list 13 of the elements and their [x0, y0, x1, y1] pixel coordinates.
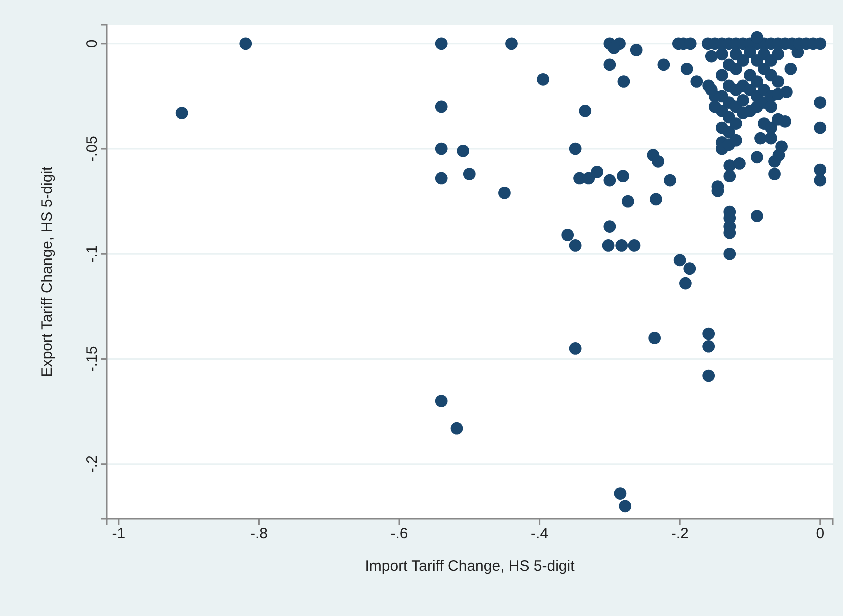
x-tick-label: 0	[816, 526, 825, 543]
x-tick-label: -.6	[390, 526, 408, 543]
y-tick-label: -.1	[84, 245, 101, 263]
x-tick-label: -1	[112, 526, 126, 543]
x-axis-title: Import Tariff Change, HS 5-digit	[365, 558, 576, 575]
y-tick-label: 0	[84, 40, 101, 48]
y-axis-title: Export Tariff Change, HS 5-digit	[39, 166, 56, 378]
x-tick-label: -.8	[250, 526, 268, 543]
x-tick-label: -.4	[531, 526, 549, 543]
x-tick-label: -.2	[671, 526, 689, 543]
y-tick-label: -.2	[84, 456, 101, 474]
y-tick-label: -.15	[84, 346, 101, 372]
y-tick-label: -.05	[84, 136, 101, 162]
